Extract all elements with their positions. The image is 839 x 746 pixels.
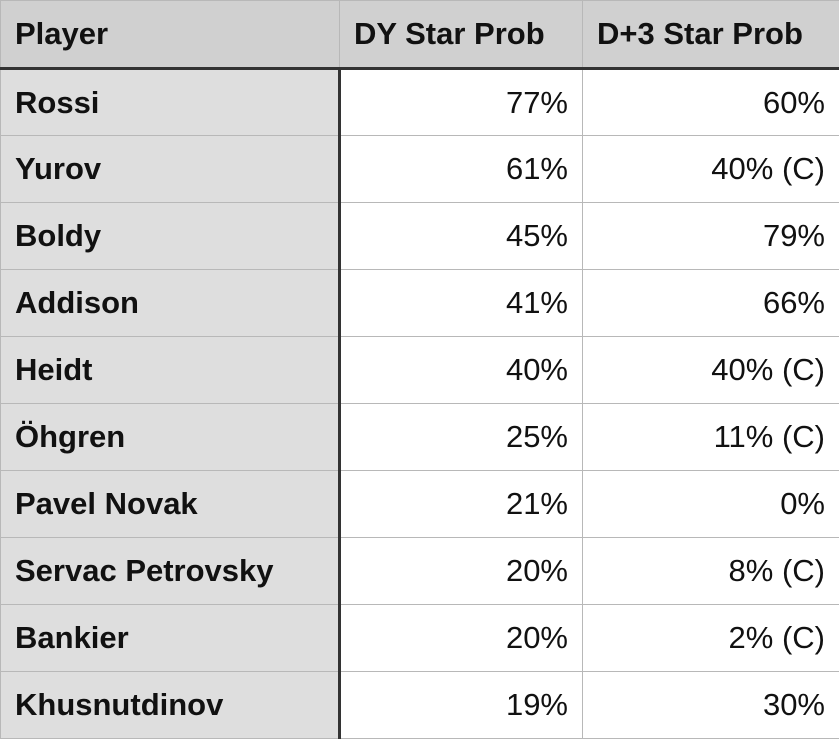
player-name: Addison: [0, 269, 341, 337]
dy-star-prob: 45%: [339, 202, 583, 270]
d3-star-prob: 79%: [582, 202, 839, 270]
dy-star-prob: 21%: [339, 470, 583, 538]
d3-star-prob: 11% (C): [582, 403, 839, 471]
table-row: Öhgren 25% 11% (C): [0, 403, 839, 471]
dy-star-prob: 25%: [339, 403, 583, 471]
header-dy-star-prob: DY Star Prob: [339, 0, 583, 70]
d3-star-prob: 66%: [582, 269, 839, 337]
table-row: Heidt 40% 40% (C): [0, 336, 839, 404]
dy-star-prob: 77%: [339, 68, 583, 136]
player-name: Öhgren: [0, 403, 341, 471]
d3-star-prob: 2% (C): [582, 604, 839, 672]
d3-star-prob: 30%: [582, 671, 839, 739]
table-row: Pavel Novak 21% 0%: [0, 470, 839, 538]
d3-star-prob: 60%: [582, 68, 839, 136]
table-row: Yurov 61% 40% (C): [0, 135, 839, 203]
d3-star-prob: 0%: [582, 470, 839, 538]
player-name: Pavel Novak: [0, 470, 341, 538]
player-name: Khusnutdinov: [0, 671, 341, 739]
player-name: Heidt: [0, 336, 341, 404]
player-name: Boldy: [0, 202, 341, 270]
table-row: Rossi 77% 60%: [0, 68, 839, 136]
table-body: Rossi 77% 60% Yurov 61% 40% (C) Boldy 45…: [0, 68, 839, 739]
table-row: Khusnutdinov 19% 30%: [0, 671, 839, 739]
header-row: Player DY Star Prob D+3 Star Prob: [0, 0, 839, 70]
dy-star-prob: 19%: [339, 671, 583, 739]
player-name: Servac Petrovsky: [0, 537, 341, 605]
table-row: Servac Petrovsky 20% 8% (C): [0, 537, 839, 605]
player-name: Bankier: [0, 604, 341, 672]
dy-star-prob: 41%: [339, 269, 583, 337]
d3-star-prob: 40% (C): [582, 135, 839, 203]
player-name: Yurov: [0, 135, 341, 203]
dy-star-prob: 61%: [339, 135, 583, 203]
header-player: Player: [0, 0, 340, 70]
header-d3-star-prob: D+3 Star Prob: [582, 0, 839, 70]
table-row: Bankier 20% 2% (C): [0, 604, 839, 672]
player-name: Rossi: [0, 68, 341, 136]
dy-star-prob: 20%: [339, 537, 583, 605]
d3-star-prob: 40% (C): [582, 336, 839, 404]
table-row: Addison 41% 66%: [0, 269, 839, 337]
dy-star-prob: 20%: [339, 604, 583, 672]
table-row: Boldy 45% 79%: [0, 202, 839, 270]
dy-star-prob: 40%: [339, 336, 583, 404]
table-header: Player DY Star Prob D+3 Star Prob: [0, 0, 839, 70]
d3-star-prob: 8% (C): [582, 537, 839, 605]
